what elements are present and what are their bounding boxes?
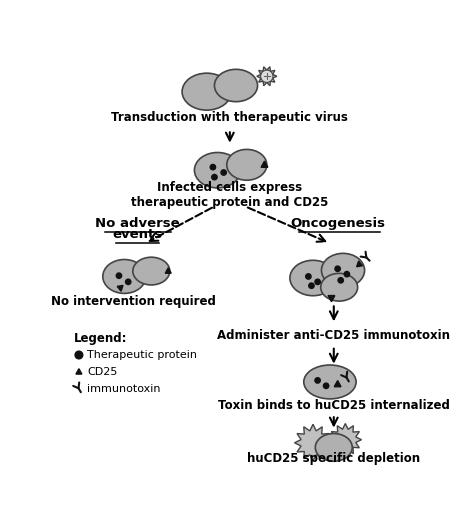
Ellipse shape bbox=[304, 365, 356, 399]
Ellipse shape bbox=[133, 257, 170, 285]
Text: Transduction with therapeutic virus: Transduction with therapeutic virus bbox=[111, 111, 348, 124]
Text: events: events bbox=[112, 228, 163, 241]
Text: Oncogenesis: Oncogenesis bbox=[290, 217, 385, 230]
Polygon shape bbox=[76, 369, 82, 374]
Ellipse shape bbox=[321, 253, 365, 287]
Circle shape bbox=[210, 164, 216, 170]
Circle shape bbox=[75, 351, 83, 359]
Polygon shape bbox=[261, 161, 268, 167]
Circle shape bbox=[126, 279, 131, 284]
Circle shape bbox=[344, 271, 349, 277]
Polygon shape bbox=[257, 67, 277, 86]
Polygon shape bbox=[165, 268, 171, 273]
Ellipse shape bbox=[315, 434, 352, 461]
Circle shape bbox=[309, 283, 314, 289]
Text: immunotoxin: immunotoxin bbox=[87, 384, 161, 394]
Text: No intervention required: No intervention required bbox=[51, 295, 216, 308]
Circle shape bbox=[306, 274, 311, 279]
Ellipse shape bbox=[182, 73, 231, 110]
Circle shape bbox=[315, 378, 320, 383]
Text: Administer anti-CD25 immunotoxin: Administer anti-CD25 immunotoxin bbox=[217, 329, 450, 342]
Ellipse shape bbox=[103, 259, 146, 293]
Circle shape bbox=[212, 174, 217, 180]
Ellipse shape bbox=[227, 149, 267, 180]
Polygon shape bbox=[356, 261, 363, 267]
Text: huCD25 specific depletion: huCD25 specific depletion bbox=[247, 452, 420, 465]
Ellipse shape bbox=[290, 261, 336, 296]
Circle shape bbox=[335, 266, 340, 271]
Text: CD25: CD25 bbox=[87, 367, 118, 377]
Circle shape bbox=[116, 273, 122, 278]
Polygon shape bbox=[329, 423, 362, 456]
Ellipse shape bbox=[214, 69, 257, 102]
Text: No adverse: No adverse bbox=[95, 217, 180, 230]
Circle shape bbox=[323, 383, 329, 388]
Polygon shape bbox=[328, 295, 335, 302]
Polygon shape bbox=[294, 424, 331, 461]
Polygon shape bbox=[117, 285, 123, 291]
Circle shape bbox=[338, 278, 343, 283]
Text: Infected cells express
therapeutic protein and CD25: Infected cells express therapeutic prote… bbox=[131, 181, 328, 209]
Text: Toxin binds to huCD25 internalized: Toxin binds to huCD25 internalized bbox=[218, 398, 450, 411]
Circle shape bbox=[261, 70, 273, 82]
Ellipse shape bbox=[194, 152, 241, 188]
Circle shape bbox=[315, 279, 320, 284]
Text: Therapeutic protein: Therapeutic protein bbox=[87, 350, 197, 360]
Polygon shape bbox=[334, 381, 341, 387]
Circle shape bbox=[221, 170, 227, 175]
Text: Legend:: Legend: bbox=[74, 332, 128, 345]
Ellipse shape bbox=[321, 274, 358, 301]
